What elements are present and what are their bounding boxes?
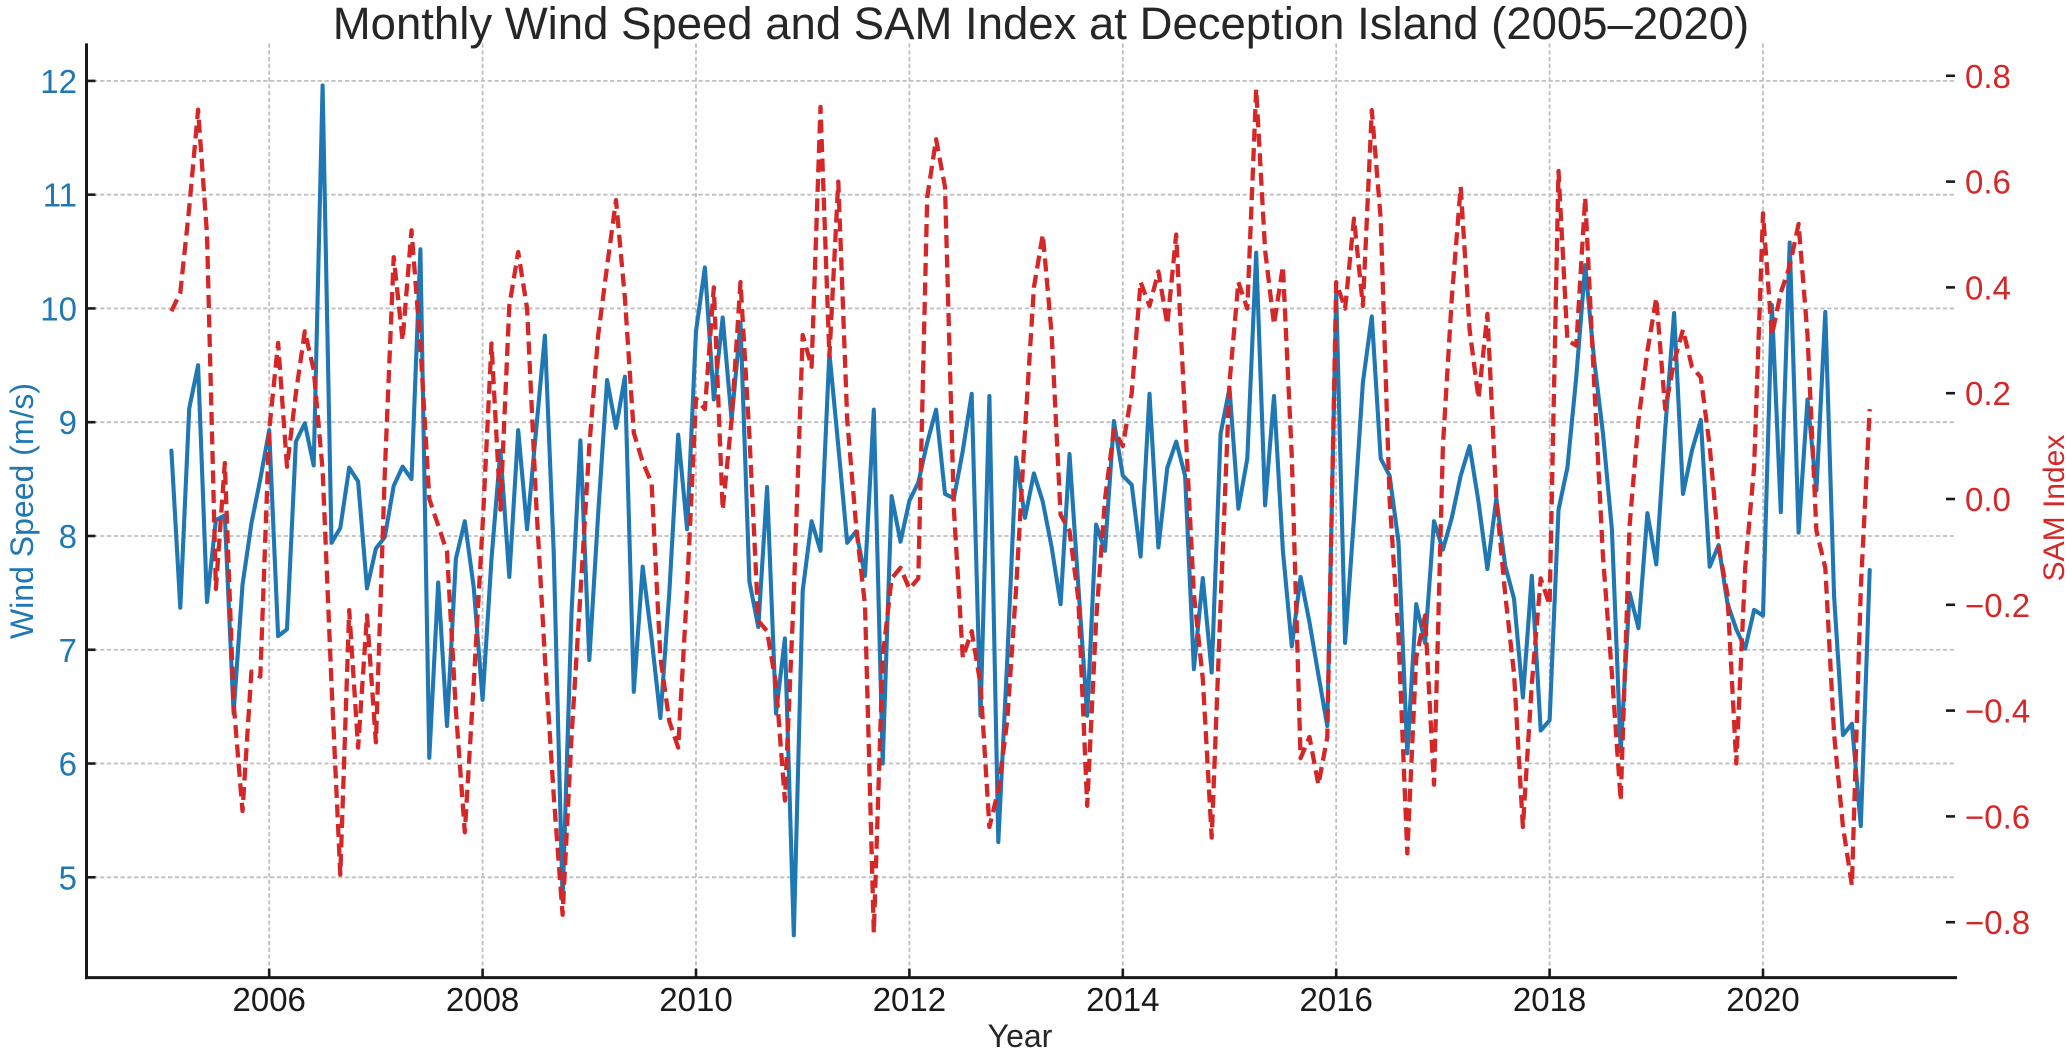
- svg-text:−0.6: −0.6: [1965, 798, 2030, 835]
- svg-text:8: 8: [59, 518, 77, 555]
- svg-text:11: 11: [43, 177, 77, 214]
- svg-text:2010: 2010: [659, 981, 732, 1018]
- svg-text:10: 10: [40, 290, 77, 327]
- svg-text:0.8: 0.8: [1965, 58, 2011, 95]
- svg-text:−0.2: −0.2: [1965, 587, 2030, 624]
- svg-text:2012: 2012: [873, 981, 946, 1018]
- svg-text:SAM Index: SAM Index: [2038, 435, 2067, 582]
- svg-text:12: 12: [40, 63, 77, 100]
- svg-text:0.2: 0.2: [1965, 375, 2011, 412]
- svg-text:2008: 2008: [446, 981, 519, 1018]
- svg-text:−0.8: −0.8: [1965, 904, 2030, 941]
- svg-text:2020: 2020: [1726, 981, 1799, 1018]
- svg-text:2018: 2018: [1513, 981, 1586, 1018]
- svg-text:Monthly Wind Speed and SAM Ind: Monthly Wind Speed and SAM Index at Dece…: [333, 0, 1749, 49]
- svg-text:6: 6: [59, 746, 77, 783]
- svg-text:5: 5: [59, 859, 77, 896]
- svg-text:0.0: 0.0: [1965, 481, 2011, 518]
- svg-text:7: 7: [59, 632, 77, 669]
- svg-text:−0.4: −0.4: [1965, 693, 2030, 730]
- svg-text:2014: 2014: [1086, 981, 1159, 1018]
- svg-text:2016: 2016: [1299, 981, 1372, 1018]
- svg-text:0.4: 0.4: [1965, 269, 2011, 306]
- svg-text:Year: Year: [988, 1018, 1053, 1049]
- svg-text:Wind Speed (m/s): Wind Speed (m/s): [4, 383, 40, 639]
- svg-text:2006: 2006: [232, 981, 305, 1018]
- svg-text:9: 9: [59, 404, 77, 441]
- svg-text:0.6: 0.6: [1965, 164, 2011, 201]
